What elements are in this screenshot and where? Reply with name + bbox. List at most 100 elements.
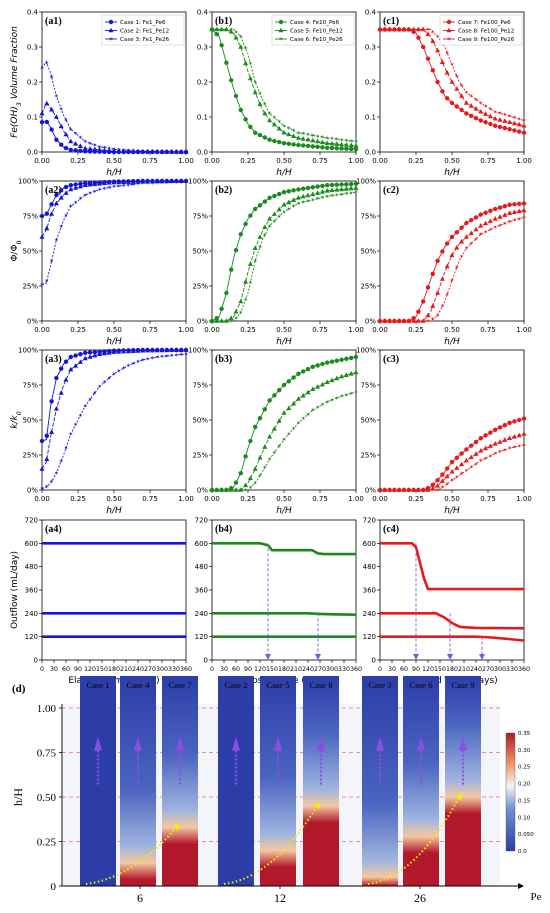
y-tick-label: 600 bbox=[25, 540, 38, 548]
data-point: ✶ bbox=[440, 303, 445, 310]
heatmap-panel-d: Case 1 Case 4 Case 7 Case 2 Case 5 Case 8 Case… bbox=[11, 676, 542, 905]
data-point: ✶ bbox=[281, 437, 286, 444]
data-point: ✶ bbox=[224, 318, 229, 325]
data-point bbox=[39, 213, 45, 219]
case-column bbox=[162, 676, 198, 886]
data-point: ✶ bbox=[49, 258, 54, 265]
data-point: ✶ bbox=[229, 318, 234, 325]
data-point bbox=[49, 399, 54, 404]
data-point bbox=[106, 148, 112, 153]
data-point bbox=[257, 234, 263, 239]
data-point bbox=[214, 487, 220, 492]
data-point: ✶ bbox=[68, 203, 73, 210]
data-point bbox=[324, 140, 330, 146]
data-point: ✶ bbox=[73, 199, 78, 206]
panel-b2: 0.00 0.25 0.50 0.75 1.00 0% 25% 50% 75% 100% h/H (b… bbox=[188, 178, 364, 348]
data-point: ✶ bbox=[135, 181, 140, 188]
data-point bbox=[49, 429, 55, 434]
y-tick-label: 0.3 bbox=[27, 44, 38, 52]
data-point bbox=[286, 199, 292, 205]
breakthrough-arrowhead bbox=[413, 654, 419, 660]
data-point bbox=[233, 247, 239, 253]
data-point bbox=[319, 189, 325, 194]
data-point bbox=[92, 181, 98, 187]
x-tick-label: 1.00 bbox=[348, 157, 364, 165]
data-point bbox=[497, 117, 503, 122]
data-point bbox=[267, 434, 273, 439]
data-point bbox=[130, 179, 136, 184]
y-tick-label: 0 bbox=[34, 657, 38, 665]
x-tick-label: 1.00 bbox=[178, 326, 194, 334]
data-point bbox=[248, 213, 253, 218]
data-point bbox=[473, 106, 479, 111]
data-point bbox=[253, 130, 258, 135]
data-point: ✶ bbox=[54, 93, 59, 100]
data-point bbox=[483, 111, 489, 116]
data-point: ✶ bbox=[512, 444, 517, 451]
data-point bbox=[416, 309, 421, 314]
x-tick-label: 0.50 bbox=[444, 495, 460, 503]
y-tick-label: 600 bbox=[363, 540, 376, 548]
x-axis-label: h/H bbox=[444, 168, 460, 178]
data-point bbox=[267, 137, 272, 142]
data-point: ✶ bbox=[478, 458, 483, 465]
case-column bbox=[445, 676, 481, 886]
data-point bbox=[219, 487, 225, 492]
data-point bbox=[77, 183, 83, 189]
data-point bbox=[121, 348, 127, 354]
data-point bbox=[73, 182, 78, 187]
data-point bbox=[348, 142, 354, 148]
y-tick-label: 25% bbox=[192, 283, 208, 291]
case-label: Case 8 bbox=[310, 680, 333, 690]
data-point: ✶ bbox=[174, 352, 179, 359]
case-column bbox=[403, 676, 439, 886]
y-tick-label: 50% bbox=[192, 417, 208, 425]
y-tick-label: 0.2 bbox=[27, 79, 38, 87]
data-point bbox=[183, 149, 189, 154]
data-point bbox=[267, 117, 273, 123]
colorbar-tick-label: 0.20 bbox=[518, 782, 531, 788]
data-point: ✶ bbox=[397, 318, 402, 325]
x-axis-label: h/H bbox=[106, 168, 122, 178]
x-tick-label: 240 bbox=[470, 666, 482, 673]
data-point bbox=[329, 359, 335, 364]
front-trend-arrow bbox=[223, 805, 318, 885]
data-point: ✶ bbox=[320, 195, 325, 202]
data-point: ✶ bbox=[425, 318, 430, 325]
y-tick-label: 240 bbox=[195, 610, 208, 618]
data-point bbox=[411, 26, 417, 32]
data-point bbox=[483, 445, 489, 451]
data-point bbox=[425, 56, 431, 61]
data-point bbox=[49, 202, 54, 207]
data-point bbox=[183, 178, 189, 183]
data-point bbox=[78, 352, 83, 357]
y-tick-label: 0 bbox=[204, 657, 208, 665]
flow-arrow-head bbox=[376, 736, 384, 751]
data-point bbox=[295, 396, 301, 401]
x-tick-label: 0.50 bbox=[444, 326, 460, 334]
data-point bbox=[512, 128, 517, 133]
x-tick-label: 0.75 bbox=[312, 157, 328, 165]
data-point bbox=[406, 26, 412, 32]
series-line bbox=[380, 635, 525, 642]
data-point bbox=[92, 352, 98, 358]
data-point bbox=[87, 146, 93, 151]
y-tick-label: 25% bbox=[360, 452, 376, 460]
data-point bbox=[92, 146, 98, 152]
data-point bbox=[145, 347, 151, 353]
data-point bbox=[349, 355, 354, 361]
y-axis-label: Fe(OH)3 Volume Fraction bbox=[10, 26, 23, 138]
y-tick-label: 100% bbox=[356, 178, 376, 186]
data-point bbox=[82, 182, 88, 187]
data-point bbox=[214, 31, 219, 37]
data-point: ✶ bbox=[440, 484, 445, 491]
line-panels: 0.00 0.25 0.50 0.75 1.000.00.10.20.30.4h/HFe… bbox=[10, 9, 532, 687]
x-tick-label: 150 bbox=[96, 666, 108, 673]
data-point bbox=[507, 202, 512, 207]
data-point: ✶ bbox=[473, 97, 478, 104]
front-trend-arrow bbox=[367, 796, 460, 885]
case-column bbox=[303, 676, 339, 886]
data-point bbox=[219, 26, 225, 32]
data-point bbox=[291, 133, 297, 139]
y-tick-label: 1.00 bbox=[37, 703, 57, 715]
